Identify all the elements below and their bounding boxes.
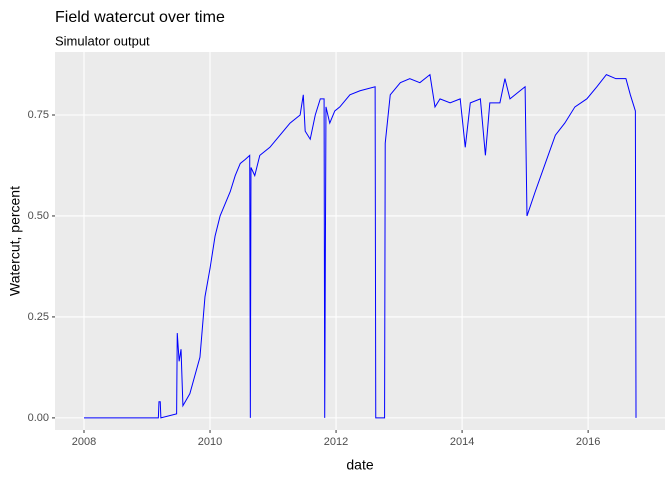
y-axis-label: Watercut, percent — [7, 186, 23, 296]
x-tick-label: 2016 — [576, 436, 600, 448]
y-tick-label: 0.75 — [28, 109, 49, 121]
x-tick-label: 2010 — [198, 436, 222, 448]
chart-subtitle: Simulator output — [55, 33, 150, 48]
y-tick-label: 0.25 — [28, 311, 49, 323]
y-tick-label: 0.50 — [28, 210, 49, 222]
x-tick-label: 2012 — [324, 436, 348, 448]
line — [83, 73, 637, 419]
chart-title: Field watercut over time — [55, 9, 225, 26]
x-axis-label: date — [346, 457, 373, 473]
x-tick-label: 2008 — [72, 436, 96, 448]
x-tick-label: 2014 — [450, 436, 474, 448]
y-tick-label: 0.00 — [28, 412, 49, 424]
